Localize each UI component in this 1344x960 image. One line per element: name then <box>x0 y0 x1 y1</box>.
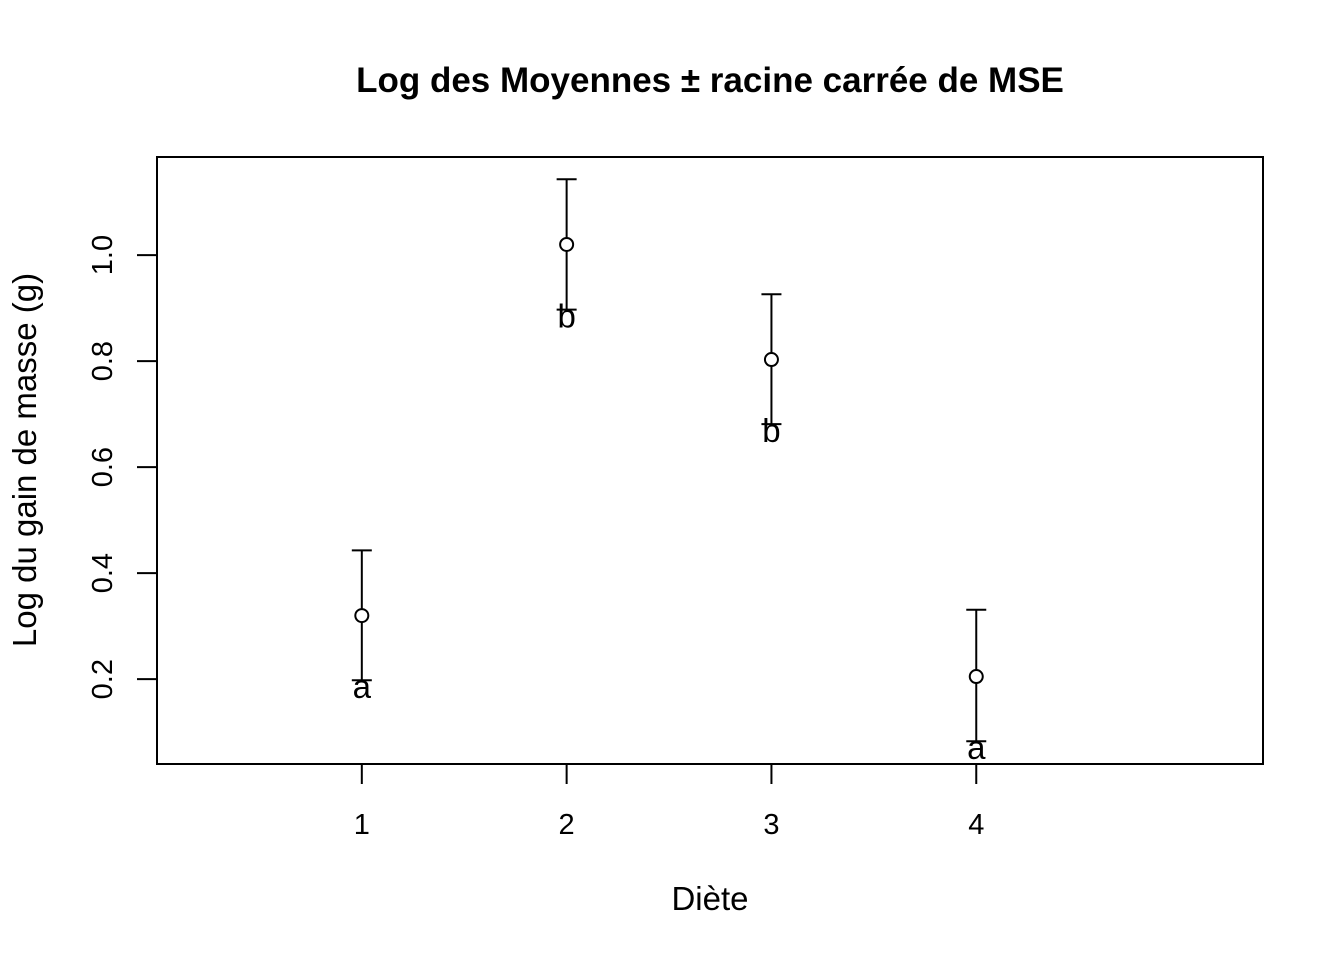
x-axis: 1 2 3 4 <box>354 764 984 841</box>
x-tick-label: 2 <box>559 809 575 841</box>
y-tick-label: 1.0 <box>87 235 119 275</box>
x-tick-label: 1 <box>354 809 370 841</box>
mean-point <box>968 669 984 685</box>
x-axis-title: Diète <box>671 880 748 917</box>
mean-point <box>559 236 575 252</box>
mean-point <box>354 608 370 624</box>
y-axis: 0.2 0.4 0.6 0.8 1.0 <box>87 235 157 699</box>
mean-point <box>763 352 779 368</box>
y-tick-label: 0.8 <box>87 341 119 381</box>
y-tick-label: 0.6 <box>87 447 119 487</box>
group-letter: b <box>762 412 780 449</box>
x-tick-label: 4 <box>968 809 984 841</box>
y-axis-title: Log du gain de masse (g) <box>6 273 43 647</box>
y-tick-label: 0.2 <box>87 659 119 699</box>
group-letter: b <box>557 298 575 335</box>
data-marks: a b b a <box>351 178 987 766</box>
y-tick-label: 0.4 <box>87 553 119 593</box>
group-letter: a <box>353 668 372 705</box>
chart-title: Log des Moyennes ± racine carrée de MSE <box>356 61 1064 100</box>
group-letter: a <box>967 729 986 766</box>
x-tick-label: 3 <box>763 809 779 841</box>
plot-frame <box>156 156 1264 765</box>
